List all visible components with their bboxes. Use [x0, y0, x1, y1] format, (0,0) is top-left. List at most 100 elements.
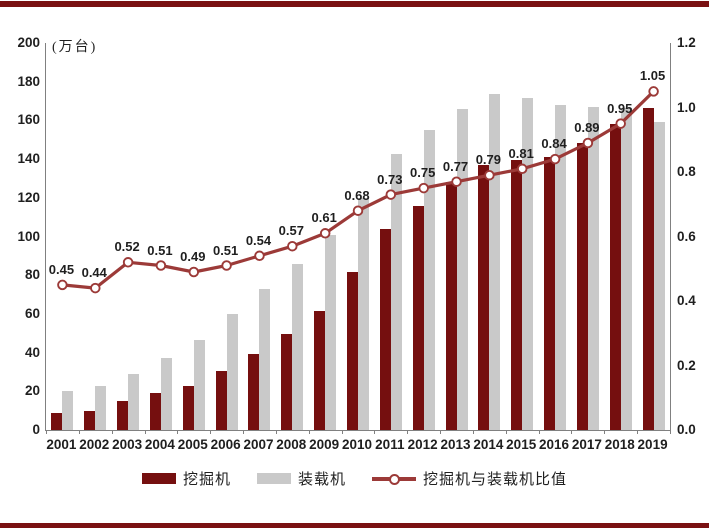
x-axis-label-2007: 2007: [243, 437, 274, 452]
x-axis-label-2012: 2012: [407, 437, 438, 452]
ratio-label-2009: 0.61: [311, 210, 337, 226]
loader-bar-2003: [128, 373, 140, 430]
left-axis-tick-label: 0: [32, 422, 40, 437]
x-axis-tick: [78, 430, 80, 434]
right-axis-tick-label: 1.0: [677, 99, 696, 115]
left-axis-unit-label: (万台): [52, 40, 98, 55]
loader-bar-2006: [226, 313, 238, 430]
x-axis-tick: [46, 430, 47, 434]
bottom-rule: [0, 523, 709, 528]
ratio-label-2017: 0.89: [574, 119, 600, 135]
top-rule: [0, 1, 709, 7]
legend-label-excavator: 挖掘机: [182, 472, 231, 488]
x-axis-tick: [670, 430, 671, 434]
plot-area: [45, 43, 671, 434]
x-axis-label-2004: 2004: [144, 437, 175, 452]
loader-bar-2019: [653, 122, 665, 430]
excavator-bar-2014: [478, 164, 490, 430]
loader-bar-2009: [325, 234, 337, 430]
left-axis-tick-label: 60: [24, 305, 40, 321]
loader-bar-2005: [193, 340, 205, 430]
x-axis-label-2017: 2017: [571, 437, 602, 452]
x-axis-tick: [538, 430, 540, 434]
right-axis-tick-label: 0.6: [677, 228, 696, 244]
loader-bar-2010: [358, 197, 369, 430]
right-axis-tick-label: 0.2: [677, 357, 696, 373]
ratio-label-2013: 0.77: [442, 158, 469, 174]
ratio-label-2003: 0.52: [114, 239, 140, 255]
excavator-bar-2012: [412, 205, 424, 430]
x-axis-tick: [407, 430, 409, 434]
legend-item-excavator: 挖掘机: [141, 468, 231, 489]
loader-bar-2014: [489, 94, 501, 430]
excavator-bar-2015: [511, 160, 523, 430]
x-axis-tick: [144, 430, 146, 434]
excavator-bar-2001: [51, 412, 63, 430]
loader-bar-2007: [259, 288, 271, 430]
ratio-label-2015: 0.81: [508, 145, 534, 161]
ratio-label-2007: 0.54: [245, 232, 272, 248]
excavator-swatch-icon: [141, 473, 176, 484]
x-axis-tick: [341, 430, 343, 434]
x-axis-tick: [177, 430, 179, 434]
excavator-bar-2019: [642, 107, 654, 430]
x-axis-label-2002: 2002: [79, 437, 110, 452]
x-axis-label-2010: 2010: [341, 437, 373, 452]
right-axis-tick-label: 0.8: [677, 164, 696, 179]
loader-bar-2011: [390, 154, 402, 430]
x-axis-label-2018: 2018: [604, 437, 635, 452]
ratio-line-layer: [46, 43, 670, 430]
ratio-label-2002: 0.44: [81, 265, 107, 281]
excavator-bar-2017: [576, 142, 588, 430]
ratio-line-swatch-icon: [372, 473, 416, 485]
loader-bar-2015: [522, 98, 534, 430]
loader-bar-2012: [423, 130, 435, 430]
x-axis-tick: [111, 430, 113, 434]
loader-bar-2008: [292, 263, 304, 430]
right-axis-tick-label: 0.0: [677, 422, 696, 437]
ratio-label-2014: 0.79: [475, 152, 502, 168]
ratio-label-2018: 0.95: [607, 100, 633, 116]
right-axis-tick-label: 0.4: [677, 293, 696, 308]
excavator-bar-2003: [117, 400, 129, 430]
left-axis-tick-label: 140: [17, 151, 40, 167]
ratio-label-2004: 0.51: [147, 242, 173, 258]
ratio-label-2005: 0.49: [180, 248, 206, 264]
x-axis-tick: [308, 430, 310, 434]
ratio-label-2006: 0.51: [212, 242, 239, 258]
legend-item-ratio: 挖掘机与装载机比值: [372, 468, 567, 489]
excavator-bar-2010: [347, 272, 358, 430]
excavator-bar-2007: [248, 353, 260, 430]
x-axis-label-2001: 2001: [46, 437, 77, 452]
left-axis-tick-label: 100: [17, 228, 40, 244]
x-axis-tick: [505, 430, 507, 434]
excavator-bar-2013: [445, 182, 457, 430]
legend-label-loader: 装载机: [297, 472, 346, 488]
x-axis-label-2006: 2006: [210, 437, 241, 452]
x-axis-tick: [243, 430, 245, 434]
x-axis-label-2003: 2003: [112, 437, 143, 452]
legend-item-loader: 装载机: [256, 468, 346, 489]
excavator-bar-2004: [149, 393, 161, 430]
legend: 挖掘机 装载机 挖掘机与装载机比值: [0, 468, 709, 489]
excavator-bar-2018: [609, 124, 621, 430]
x-axis-label-2014: 2014: [473, 437, 504, 452]
ratio-label-2019: 1.05: [639, 68, 666, 84]
x-axis-tick: [637, 430, 639, 434]
loader-bar-2001: [62, 391, 74, 430]
loader-bar-2002: [95, 386, 107, 430]
ratio-label-2016: 0.84: [541, 136, 567, 152]
x-axis-label-2015: 2015: [506, 437, 537, 452]
x-axis-label-2008: 2008: [276, 437, 307, 452]
x-axis-label-2009: 2009: [309, 437, 340, 452]
ratio-label-2011: 0.73: [377, 171, 403, 187]
ratio-label-2012: 0.75: [410, 165, 436, 181]
left-axis-tick-label: 120: [17, 189, 40, 205]
ratio-label-2008: 0.57: [278, 223, 304, 239]
x-axis-label-2016: 2016: [539, 437, 570, 452]
excavator-bar-2011: [379, 228, 391, 430]
right-axis-tick-label: 1.2: [677, 35, 696, 50]
excavator-bar-2016: [544, 157, 556, 430]
x-axis-label-2005: 2005: [177, 437, 208, 452]
x-axis-label-2013: 2013: [440, 437, 471, 452]
